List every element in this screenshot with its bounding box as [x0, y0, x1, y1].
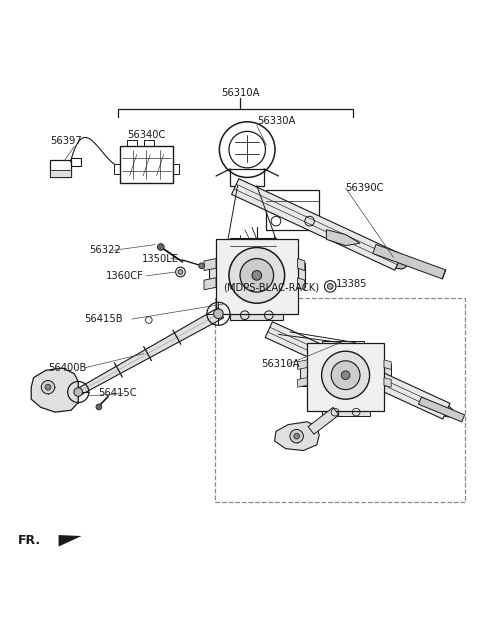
Circle shape	[341, 371, 350, 380]
Polygon shape	[298, 360, 307, 369]
Circle shape	[96, 404, 102, 410]
Circle shape	[240, 259, 274, 292]
Ellipse shape	[439, 405, 454, 417]
Bar	[230, 169, 264, 186]
Circle shape	[252, 271, 262, 280]
Circle shape	[331, 361, 360, 390]
Bar	[230, 238, 276, 252]
Circle shape	[229, 248, 285, 303]
Polygon shape	[59, 535, 82, 547]
Polygon shape	[419, 397, 465, 422]
Text: 56415C: 56415C	[98, 388, 137, 399]
Bar	[215, 298, 465, 502]
Circle shape	[214, 309, 223, 319]
Bar	[266, 191, 319, 230]
Text: 56310A: 56310A	[221, 88, 259, 98]
Bar	[209, 264, 218, 287]
Polygon shape	[231, 179, 402, 270]
Ellipse shape	[390, 256, 407, 269]
Polygon shape	[298, 259, 305, 271]
Circle shape	[290, 429, 303, 443]
Text: 56390C: 56390C	[346, 183, 384, 193]
Polygon shape	[31, 368, 78, 412]
Circle shape	[74, 388, 83, 396]
Bar	[71, 158, 81, 166]
Bar	[230, 311, 283, 319]
Bar	[322, 341, 364, 353]
Bar	[173, 164, 179, 173]
Text: FR.: FR.	[18, 534, 41, 547]
Text: 56415B: 56415B	[84, 314, 122, 324]
Polygon shape	[204, 259, 216, 271]
Polygon shape	[373, 244, 445, 279]
Bar	[50, 170, 71, 177]
Polygon shape	[275, 422, 319, 451]
Polygon shape	[298, 378, 307, 387]
Text: 1360CF: 1360CF	[106, 271, 144, 281]
Bar	[300, 364, 309, 386]
Bar	[383, 364, 391, 386]
Text: 56400B: 56400B	[48, 363, 86, 373]
Circle shape	[327, 284, 333, 289]
Bar	[322, 408, 370, 416]
Polygon shape	[298, 278, 305, 290]
Circle shape	[199, 263, 204, 269]
Text: 56310A: 56310A	[262, 359, 300, 369]
Bar	[120, 146, 173, 183]
Text: 1350LE: 1350LE	[142, 253, 179, 264]
Polygon shape	[216, 239, 298, 314]
Text: 56322: 56322	[89, 245, 120, 255]
Polygon shape	[204, 278, 216, 290]
Bar	[144, 140, 154, 146]
Text: 56397: 56397	[50, 136, 82, 146]
Text: (MDPS-BLAC-RACK): (MDPS-BLAC-RACK)	[223, 282, 319, 292]
Circle shape	[294, 433, 300, 439]
Circle shape	[41, 380, 55, 394]
Bar	[127, 140, 137, 146]
Text: 56340C: 56340C	[127, 130, 166, 140]
Circle shape	[322, 351, 370, 399]
Polygon shape	[308, 408, 339, 434]
Text: 56330A: 56330A	[257, 116, 295, 125]
Bar	[295, 264, 305, 287]
Polygon shape	[265, 322, 450, 419]
Circle shape	[45, 384, 51, 390]
Circle shape	[178, 269, 183, 275]
Text: 13385: 13385	[336, 279, 368, 289]
Polygon shape	[307, 342, 384, 411]
Polygon shape	[384, 378, 391, 387]
Bar	[114, 164, 120, 173]
Polygon shape	[326, 230, 360, 246]
Bar	[50, 160, 71, 177]
Polygon shape	[72, 308, 224, 397]
Polygon shape	[384, 360, 391, 369]
Circle shape	[157, 244, 164, 250]
